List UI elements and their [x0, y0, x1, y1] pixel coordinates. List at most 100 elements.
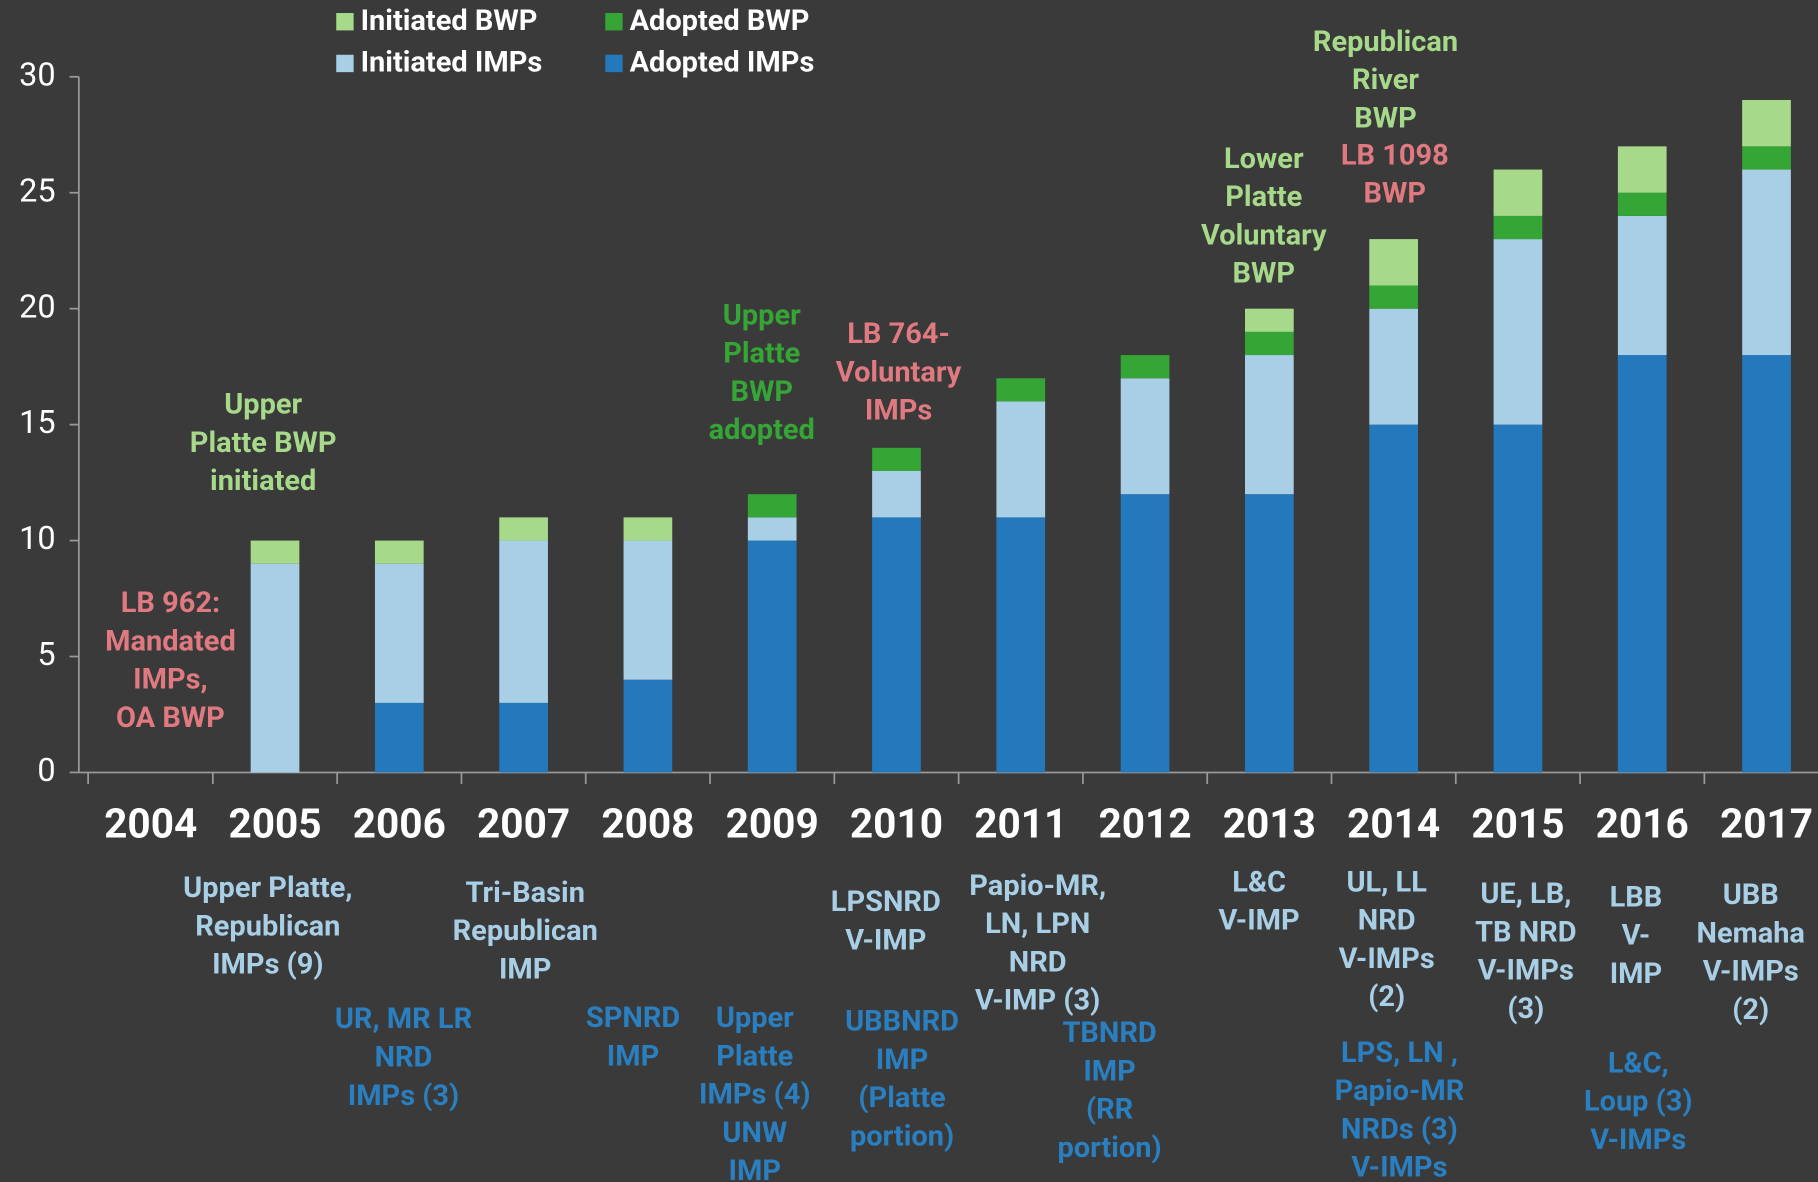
annotation: L&C, — [1608, 1046, 1669, 1080]
annotation: UBB — [1723, 878, 1779, 912]
x-tick-label: 2004 — [104, 800, 197, 848]
annotation: NRD — [375, 1040, 433, 1074]
bar-segment — [499, 540, 548, 703]
x-tick-label: 2012 — [1098, 800, 1191, 848]
x-tick-label: 2016 — [1596, 800, 1689, 848]
bar-segment — [623, 517, 673, 541]
x-tick-label: 2011 — [974, 800, 1067, 848]
annotation: IMP — [729, 1154, 782, 1182]
bar-segment — [1120, 494, 1170, 773]
y-tick-label: 25 — [19, 171, 55, 209]
bar-segment — [250, 540, 300, 564]
bar-segment — [374, 702, 424, 773]
bar-segment — [996, 378, 1046, 402]
annotation: portion) — [1057, 1131, 1161, 1165]
bar-segment — [250, 563, 300, 773]
bar-segment — [1245, 308, 1294, 332]
annotation: Voluntary — [1201, 218, 1327, 252]
y-tick-label: 15 — [19, 403, 55, 441]
annotation: V-IMP (3) — [975, 984, 1100, 1018]
annotation: LPSNRD — [831, 885, 941, 919]
bar-segment — [872, 517, 921, 773]
annotation: IMPs (9) — [212, 948, 324, 982]
annotation: LBB — [1610, 880, 1663, 914]
bar-segment — [747, 540, 797, 773]
annotation: (2) — [1732, 993, 1769, 1027]
bar-segment — [1742, 169, 1791, 356]
annotation: V-IMPs — [1339, 942, 1435, 976]
legend-swatch — [605, 13, 623, 31]
bar-segment — [374, 540, 424, 564]
bar-segment — [1617, 146, 1667, 193]
bar-segment — [1369, 308, 1418, 425]
annotation: Mandated — [105, 624, 236, 658]
bar-segment — [1742, 355, 1791, 773]
bar-segment — [1245, 355, 1294, 495]
annotation: NRD — [1358, 904, 1416, 938]
legend-swatch — [605, 54, 623, 73]
annotation: OA BWP — [116, 701, 225, 735]
bar-segment — [872, 470, 921, 518]
annotation: TBNRD — [1062, 1016, 1156, 1050]
annotation: IMP — [1083, 1054, 1136, 1088]
annotation: LB 1098 — [1341, 138, 1449, 172]
bar-segment — [872, 447, 921, 471]
legend-label: Adopted IMPs — [630, 46, 815, 80]
legend-label: Initiated BWP — [361, 4, 538, 38]
bar-segment — [1493, 239, 1543, 425]
bar-segment — [1742, 146, 1791, 170]
bar-segment — [1617, 355, 1667, 773]
annotation: UE, LB, — [1480, 877, 1571, 911]
bar-segment — [1245, 494, 1294, 773]
annotation: initiated — [210, 464, 316, 498]
bar-segment — [1369, 285, 1418, 309]
annotation: Platte — [723, 337, 800, 371]
annotation: Papio-MR, — [969, 869, 1106, 903]
y-tick-label: 30 — [19, 55, 55, 93]
annotation: LPS, LN , — [1341, 1036, 1458, 1070]
annotation: Loup (3) — [1584, 1085, 1693, 1119]
annotation: IMPs (3) — [348, 1079, 460, 1113]
bar-segment — [374, 563, 424, 703]
annotation: BWP — [1364, 177, 1427, 211]
annotation: (RR — [1086, 1093, 1133, 1127]
annotation: (Platte — [858, 1081, 945, 1115]
x-tick-label: 2008 — [601, 800, 694, 848]
bar-segment — [1120, 355, 1170, 379]
annotation: NRD — [1009, 945, 1067, 979]
x-tick-label: 2009 — [726, 800, 819, 848]
bar-segment — [1617, 192, 1667, 216]
annotation: IMP — [607, 1039, 660, 1073]
annotation: NRDs (3) — [1341, 1112, 1458, 1146]
annotation: V-IMPs — [1351, 1151, 1447, 1182]
annotation: Platte — [1225, 180, 1302, 214]
annotation: V- — [1622, 919, 1651, 953]
bar-segment — [1493, 424, 1543, 773]
annotation: TB NRD — [1475, 915, 1576, 949]
annotation: V-IMPs — [1703, 955, 1799, 989]
annotation: Republican — [453, 914, 598, 948]
y-tick-label: 0 — [37, 751, 55, 789]
annotation: BWP — [1233, 257, 1296, 291]
bar-segment — [499, 702, 548, 773]
annotation: Lower — [1224, 142, 1304, 176]
annotation: IMP — [499, 952, 552, 986]
legend-swatch — [336, 13, 354, 31]
legend-label: Initiated IMPs — [361, 46, 543, 80]
annotation: IMP — [1610, 957, 1663, 991]
annotation: BWP — [1354, 101, 1417, 135]
legend-swatch — [336, 54, 354, 73]
annotation: Upper Platte, — [183, 871, 352, 905]
annotation: portion) — [850, 1119, 954, 1153]
annotation: (3) — [1507, 992, 1544, 1026]
annotation: L&C — [1232, 865, 1286, 899]
bar-segment — [1493, 169, 1543, 216]
annotation: Tri-Basin — [465, 876, 584, 910]
annotation: V-IMPs — [1590, 1123, 1686, 1157]
annotation: BWP — [730, 375, 793, 409]
annotation: V-IMP — [1219, 904, 1300, 938]
bar-segment — [1369, 424, 1418, 773]
bar-segment — [1493, 215, 1543, 240]
annotation: IMPs, — [133, 663, 208, 697]
bar-segment — [623, 679, 673, 773]
